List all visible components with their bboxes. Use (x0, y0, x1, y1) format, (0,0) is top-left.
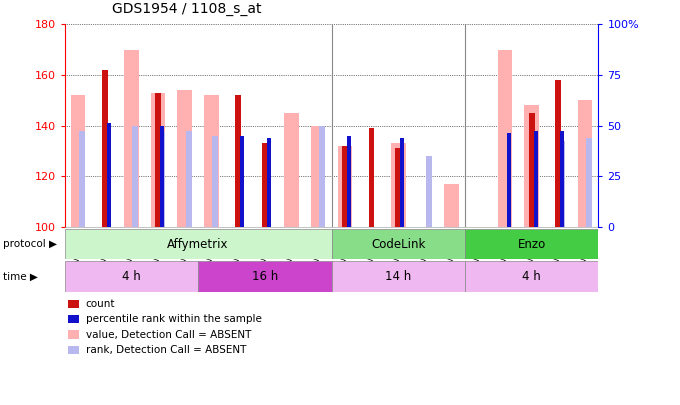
Bar (240, 136, 244, 227)
Bar (560, 141, 565, 227)
Bar (151, 93, 165, 227)
Bar (426, 156, 432, 227)
Bar (560, 130, 564, 227)
Bar (332, 261, 465, 292)
Bar (124, 50, 139, 227)
Bar (401, 138, 404, 227)
Bar (347, 136, 351, 227)
Bar (395, 148, 401, 227)
Bar (524, 105, 539, 227)
Text: CodeLink: CodeLink (371, 237, 426, 251)
Bar (186, 130, 192, 227)
Text: 16 h: 16 h (252, 270, 278, 283)
Bar (160, 126, 164, 227)
Text: percentile rank within the sample: percentile rank within the sample (86, 314, 262, 324)
Bar (391, 143, 405, 227)
Bar (155, 93, 161, 227)
Text: rank, Detection Call = ABSENT: rank, Detection Call = ABSENT (86, 345, 246, 355)
Bar (71, 95, 85, 227)
Bar (507, 133, 511, 227)
Bar (267, 138, 271, 227)
Bar (198, 261, 332, 292)
Bar (235, 95, 241, 227)
Bar (465, 229, 598, 259)
Bar (102, 70, 107, 227)
Bar (337, 146, 352, 227)
Text: 14 h: 14 h (385, 270, 411, 283)
Bar (204, 95, 219, 227)
Text: 4 h: 4 h (522, 270, 541, 283)
Bar (284, 113, 299, 227)
Bar (159, 130, 165, 227)
Bar (498, 50, 512, 227)
Bar (586, 138, 592, 227)
Bar (578, 100, 592, 227)
Bar (369, 128, 375, 227)
Bar (107, 123, 111, 227)
Bar (212, 136, 218, 227)
Bar (556, 80, 561, 227)
Text: protocol ▶: protocol ▶ (3, 239, 57, 249)
Text: count: count (86, 299, 115, 309)
Text: Affymetrix: Affymetrix (167, 237, 228, 251)
Bar (342, 146, 347, 227)
Bar (534, 130, 538, 227)
Bar (262, 143, 268, 227)
Text: value, Detection Call = ABSENT: value, Detection Call = ABSENT (86, 330, 251, 339)
Bar (465, 261, 598, 292)
Bar (65, 261, 198, 292)
Bar (311, 126, 326, 227)
Text: Enzo: Enzo (517, 237, 546, 251)
Text: time ▶: time ▶ (3, 271, 38, 281)
Bar (332, 229, 465, 259)
Bar (79, 130, 85, 227)
Text: 4 h: 4 h (122, 270, 141, 283)
Bar (133, 126, 138, 227)
Text: GDS1954 / 1108_s_at: GDS1954 / 1108_s_at (112, 2, 262, 16)
Bar (65, 229, 332, 259)
Bar (177, 90, 192, 227)
Bar (444, 184, 459, 227)
Bar (319, 126, 325, 227)
Bar (529, 113, 534, 227)
